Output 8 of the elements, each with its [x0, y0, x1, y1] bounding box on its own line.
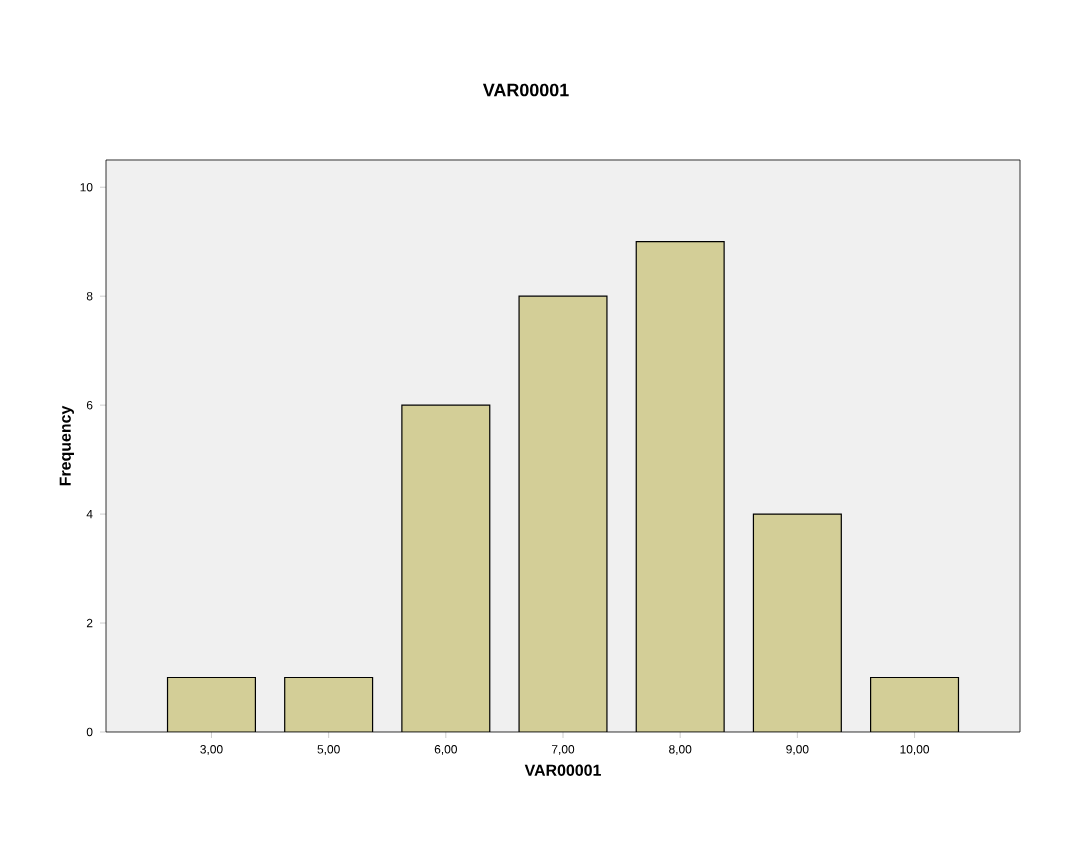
bar	[870, 676, 960, 732]
bar	[753, 514, 842, 732]
bar	[401, 405, 490, 732]
bar	[519, 296, 607, 732]
bar	[284, 677, 373, 732]
bar	[167, 677, 256, 732]
chart-title: VAR00001	[482, 83, 569, 97]
bar	[636, 241, 725, 732]
